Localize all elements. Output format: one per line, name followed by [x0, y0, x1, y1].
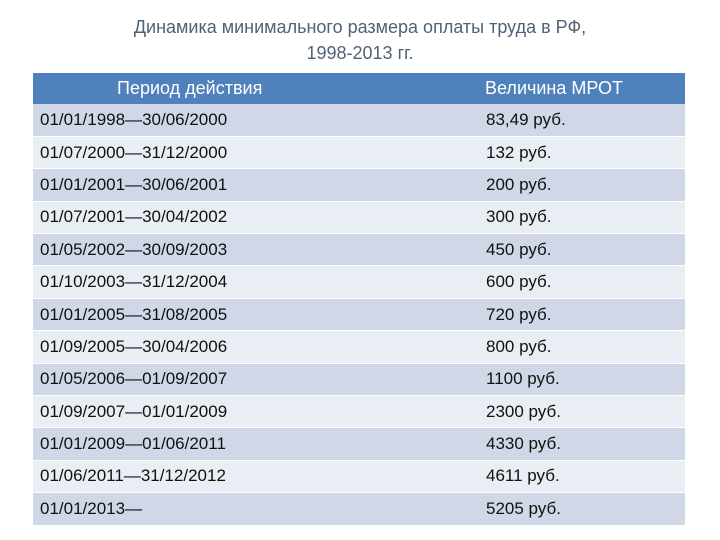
title-line-1: Динамика минимального размера оплаты тру… — [133, 17, 587, 37]
mrot-value-cell: 132 руб. — [423, 136, 685, 170]
period-cell: 01/07/2001—30/04/2002 — [33, 201, 423, 235]
mrot-value-cell: 200 руб. — [423, 168, 685, 202]
table-row: 01/10/2003—31/12/2004 600 руб. — [33, 265, 685, 299]
table-row: 01/01/1998—30/06/2000 83,49 руб. — [33, 104, 685, 137]
mrot-value-cell: 450 руб. — [423, 233, 685, 267]
table-row: 01/01/2009—01/06/2011 4330 руб. — [33, 427, 685, 461]
page-title: Динамика минимального размера оплаты тру… — [0, 14, 720, 66]
period-cell: 01/01/2013— — [33, 492, 423, 526]
period-cell: 01/09/2007—01/01/2009 — [33, 395, 423, 429]
mrot-table: Период действия Величина МРОТ 01/01/1998… — [33, 73, 685, 526]
period-cell: 01/06/2011—31/12/2012 — [33, 460, 423, 494]
mrot-value-cell: 600 руб. — [423, 265, 685, 299]
period-cell: 01/01/2005—31/08/2005 — [33, 298, 423, 332]
header-period: Период действия — [33, 73, 423, 104]
title-line-2: 1998-2013 гг. — [306, 43, 414, 63]
period-cell: 01/05/2006—01/09/2007 — [33, 363, 423, 397]
table-header: Период действия Величина МРОТ — [33, 73, 685, 104]
mrot-value-cell: 300 руб. — [423, 201, 685, 235]
period-cell: 01/09/2005—30/04/2006 — [33, 330, 423, 364]
table-row: 01/07/2001—30/04/2002 300 руб. — [33, 201, 685, 235]
mrot-value-cell: 1100 руб. — [423, 363, 685, 397]
period-cell: 01/01/1998—30/06/2000 — [33, 104, 423, 137]
mrot-value-cell: 720 руб. — [423, 298, 685, 332]
mrot-value-cell: 5205 руб. — [423, 492, 685, 526]
table-row: 01/05/2002—30/09/2003 450 руб. — [33, 233, 685, 267]
table-row: 01/01/2001—30/06/2001 200 руб. — [33, 168, 685, 202]
period-cell: 01/10/2003—31/12/2004 — [33, 265, 423, 299]
period-cell: 01/05/2002—30/09/2003 — [33, 233, 423, 267]
table-row: 01/01/2005—31/08/2005 720 руб. — [33, 298, 685, 332]
table-row: 01/09/2007—01/01/2009 2300 руб. — [33, 395, 685, 429]
period-cell: 01/07/2000—31/12/2000 — [33, 136, 423, 170]
table-row: 01/06/2011—31/12/2012 4611 руб. — [33, 460, 685, 494]
mrot-value-cell: 2300 руб. — [423, 395, 685, 429]
table-row: 01/07/2000—31/12/2000 132 руб. — [33, 136, 685, 170]
mrot-value-cell: 4611 руб. — [423, 460, 685, 494]
table-row: 01/01/2013— 5205 руб. — [33, 492, 685, 526]
table-row: 01/09/2005—30/04/2006 800 руб. — [33, 330, 685, 364]
mrot-value-cell: 4330 руб. — [423, 427, 685, 461]
period-cell: 01/01/2009—01/06/2011 — [33, 427, 423, 461]
table-body: 01/01/1998—30/06/2000 83,49 руб. 01/07/200… — [33, 104, 685, 526]
mrot-value-cell: 83,49 руб. — [423, 104, 685, 137]
header-row: Период действия Величина МРОТ — [33, 73, 685, 104]
table-row: 01/05/2006—01/09/2007 1100 руб. — [33, 363, 685, 397]
mrot-value-cell: 800 руб. — [423, 330, 685, 364]
period-cell: 01/01/2001—30/06/2001 — [33, 168, 423, 202]
header-value: Величина МРОТ — [423, 73, 685, 104]
